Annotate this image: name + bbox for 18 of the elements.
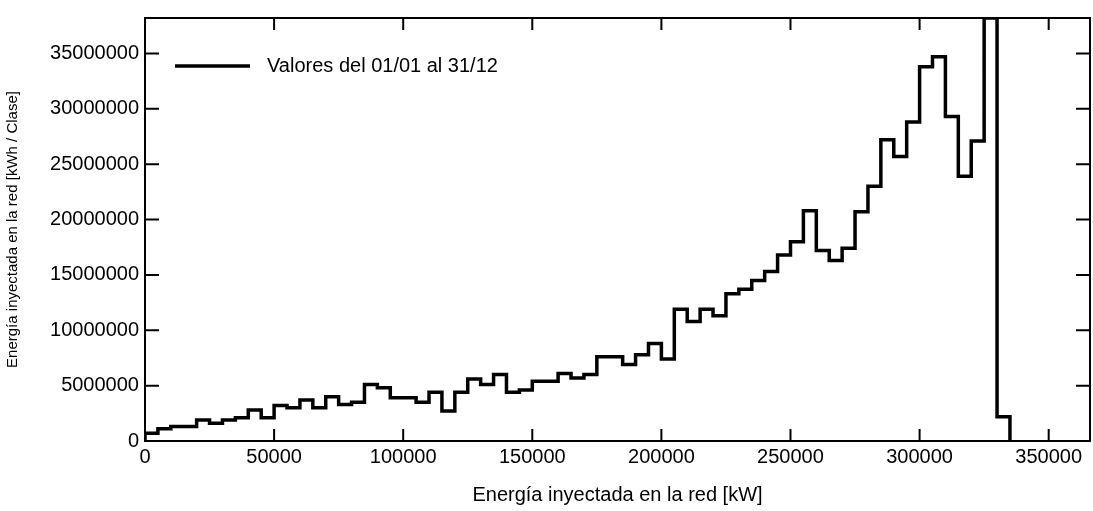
y-axis-title: Energía inyectada en la red [kWh / Clase] bbox=[3, 91, 21, 368]
x-tick-label: 100000 bbox=[369, 444, 437, 467]
x-axis-title: Energía inyectada en la red [kW] bbox=[472, 482, 763, 505]
x-tick-label: 50000 bbox=[246, 444, 302, 467]
y-tick-label: 10000000 bbox=[50, 317, 139, 340]
x-tick-label: 200000 bbox=[628, 444, 695, 467]
x-tick-label: 300000 bbox=[886, 444, 953, 467]
y-tick-label: 30000000 bbox=[50, 96, 139, 119]
y-tick-label: 15000000 bbox=[50, 262, 139, 285]
legend-label: Valores del 01/01 al 31/12 bbox=[267, 53, 498, 76]
y-tick-label: 25000000 bbox=[50, 151, 139, 174]
y-tick-label: 5000000 bbox=[61, 373, 139, 396]
x-tick-label: 350000 bbox=[1015, 444, 1083, 467]
y-tick-label: 20000000 bbox=[50, 207, 139, 230]
x-tick-label: 250000 bbox=[757, 444, 824, 467]
y-tick-label: 35000000 bbox=[50, 40, 139, 63]
x-tick-label: 150000 bbox=[498, 444, 566, 467]
y-tick-label: 0 bbox=[127, 428, 139, 451]
